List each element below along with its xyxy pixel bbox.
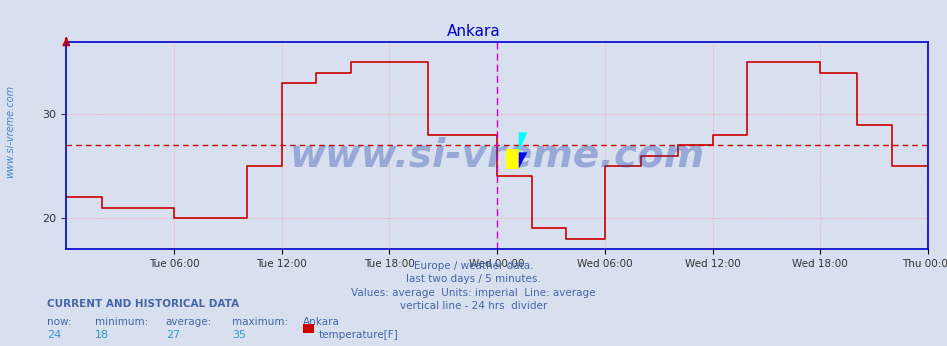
- Text: 27: 27: [166, 330, 180, 340]
- Text: www.si-vreme.com: www.si-vreme.com: [290, 137, 705, 175]
- Text: 24: 24: [47, 330, 62, 340]
- Text: www.si-vreme.com: www.si-vreme.com: [5, 85, 15, 178]
- Text: vertical line - 24 hrs  divider: vertical line - 24 hrs divider: [400, 301, 547, 311]
- Text: temperature[F]: temperature[F]: [318, 330, 398, 340]
- Text: CURRENT AND HISTORICAL DATA: CURRENT AND HISTORICAL DATA: [47, 299, 240, 309]
- Text: Ankara: Ankara: [447, 24, 500, 39]
- Text: 35: 35: [232, 330, 246, 340]
- Text: Europe / weather data.: Europe / weather data.: [414, 261, 533, 271]
- FancyBboxPatch shape: [506, 149, 519, 169]
- Text: minimum:: minimum:: [95, 317, 148, 327]
- Text: average:: average:: [166, 317, 212, 327]
- Text: Ankara: Ankara: [303, 317, 340, 327]
- Polygon shape: [519, 152, 527, 169]
- Text: last two days / 5 minutes.: last two days / 5 minutes.: [406, 274, 541, 284]
- Text: maximum:: maximum:: [232, 317, 288, 327]
- Text: 18: 18: [95, 330, 109, 340]
- Polygon shape: [519, 132, 527, 152]
- Text: now:: now:: [47, 317, 72, 327]
- Text: Values: average  Units: imperial  Line: average: Values: average Units: imperial Line: av…: [351, 288, 596, 298]
